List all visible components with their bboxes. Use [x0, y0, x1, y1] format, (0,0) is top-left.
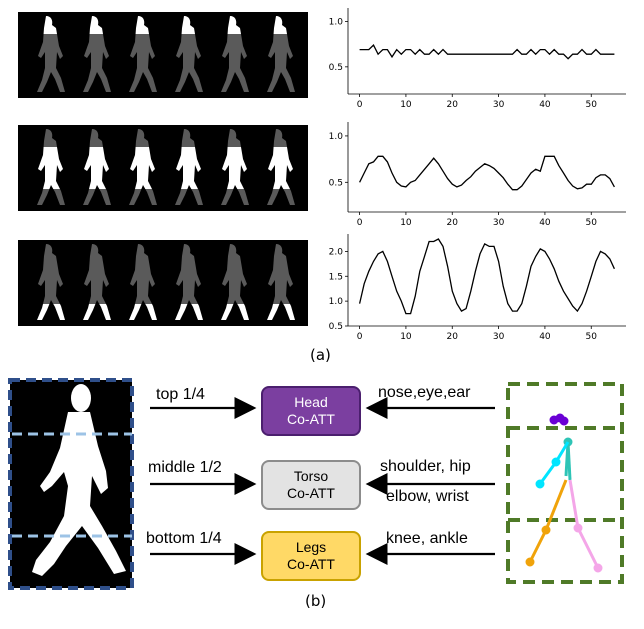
- x-tick-label: 0: [357, 218, 363, 228]
- walking-silhouette: [175, 129, 203, 205]
- line-chart-head: 0 10 20 30 40 50 0.5 1.0: [329, 8, 626, 110]
- x-tick-label: 40: [539, 100, 551, 110]
- x-tick-label: 10: [400, 100, 412, 110]
- pose-left-leg: [525, 479, 568, 567]
- torso-co-att-box: Torso Co-ATT: [261, 460, 361, 510]
- pose-panel: [506, 382, 624, 584]
- x-tick-label: 30: [493, 100, 505, 110]
- label-top-quarter: top 1/4: [156, 386, 205, 403]
- silhouette-frame: [8, 378, 134, 590]
- pose-arm: [535, 441, 570, 489]
- label-head-keypoints: nose,eye,ear: [378, 384, 471, 401]
- x-tick-label: 10: [400, 218, 412, 228]
- walking-silhouette: [267, 16, 295, 92]
- x-tick-label: 20: [447, 218, 459, 228]
- silhouette-figure: [32, 384, 126, 576]
- y-tick-label: 2.0: [329, 247, 344, 257]
- caption-b: (b): [305, 592, 327, 610]
- x-tick-label: 50: [586, 218, 598, 228]
- torso-box-line2: Co-ATT: [287, 485, 335, 501]
- legs-box-line2: Co-ATT: [287, 556, 335, 572]
- x-tick-label: 40: [539, 218, 551, 228]
- x-tick-label: 20: [447, 332, 459, 342]
- series-line: [359, 155, 615, 191]
- x-tick-label: 10: [400, 332, 412, 342]
- series-line: [359, 44, 615, 60]
- label-shoulder-hip: shoulder, hip: [380, 458, 471, 475]
- walking-silhouette: [221, 129, 249, 205]
- series-line: [358, 238, 615, 315]
- walking-silhouette: [129, 244, 157, 320]
- label-elbow-wrist: elbow, wrist: [386, 488, 469, 505]
- line-chart-torso: 0 10 20 30 40 50 0.5 1.0: [329, 122, 626, 228]
- silhouette-strip-torso: [18, 125, 308, 211]
- y-tick-label: 0.5: [329, 63, 343, 73]
- walking-silhouette: [83, 244, 111, 320]
- head-co-att-box: Head Co-ATT: [261, 386, 361, 436]
- walking-silhouette: [37, 16, 65, 92]
- walking-silhouette: [129, 129, 157, 205]
- walking-silhouette: [175, 16, 203, 92]
- pose-head-keypoints: [549, 413, 569, 426]
- walking-silhouette: [221, 244, 249, 320]
- pose-frame: [506, 382, 624, 584]
- label-knee-ankle: knee, ankle: [386, 530, 468, 547]
- walking-silhouette: [221, 16, 249, 92]
- y-tick-label: 0.5: [329, 178, 343, 188]
- caption-a: (a): [310, 346, 331, 364]
- label-bottom-quarter: bottom 1/4: [146, 530, 222, 547]
- walking-silhouette: [129, 16, 157, 92]
- head-box-line1: Head: [294, 394, 328, 410]
- torso-box-line1: Torso: [293, 468, 329, 484]
- legs-box-line1: Legs: [295, 539, 327, 555]
- x-tick-label: 0: [357, 332, 363, 342]
- walking-silhouette: [83, 16, 111, 92]
- y-tick-label: 1.0: [329, 132, 344, 142]
- head-box-line2: Co-ATT: [287, 411, 335, 427]
- silhouette-strip-legs: [18, 240, 308, 326]
- x-tick-label: 30: [493, 218, 505, 228]
- walking-silhouette: [175, 244, 203, 320]
- x-tick-label: 0: [357, 100, 363, 110]
- x-tick-label: 40: [539, 332, 551, 342]
- line-chart-legs: 0 10 20 30 40 50 0.5 1.0 1.5 2.0: [329, 234, 626, 342]
- x-tick-label: 20: [447, 100, 459, 110]
- walking-silhouette: [37, 244, 65, 320]
- x-tick-label: 30: [493, 332, 505, 342]
- y-tick-label: 1.0: [329, 18, 344, 28]
- walking-silhouette: [83, 129, 111, 205]
- y-tick-label: 1.5: [329, 272, 343, 282]
- pose-right-leg: [568, 479, 603, 573]
- walking-silhouette: [267, 244, 295, 320]
- silhouette-panel: [8, 378, 134, 590]
- y-tick-label: 1.0: [329, 297, 344, 307]
- walking-silhouette: [37, 129, 65, 205]
- x-tick-label: 50: [586, 332, 598, 342]
- silhouette-strip-head: [18, 12, 308, 98]
- y-tick-label: 0.5: [329, 322, 343, 332]
- legs-co-att-box: Legs Co-ATT: [261, 531, 361, 581]
- label-middle-half: middle 1/2: [148, 459, 222, 476]
- x-tick-label: 50: [586, 100, 598, 110]
- walking-silhouette: [267, 129, 295, 205]
